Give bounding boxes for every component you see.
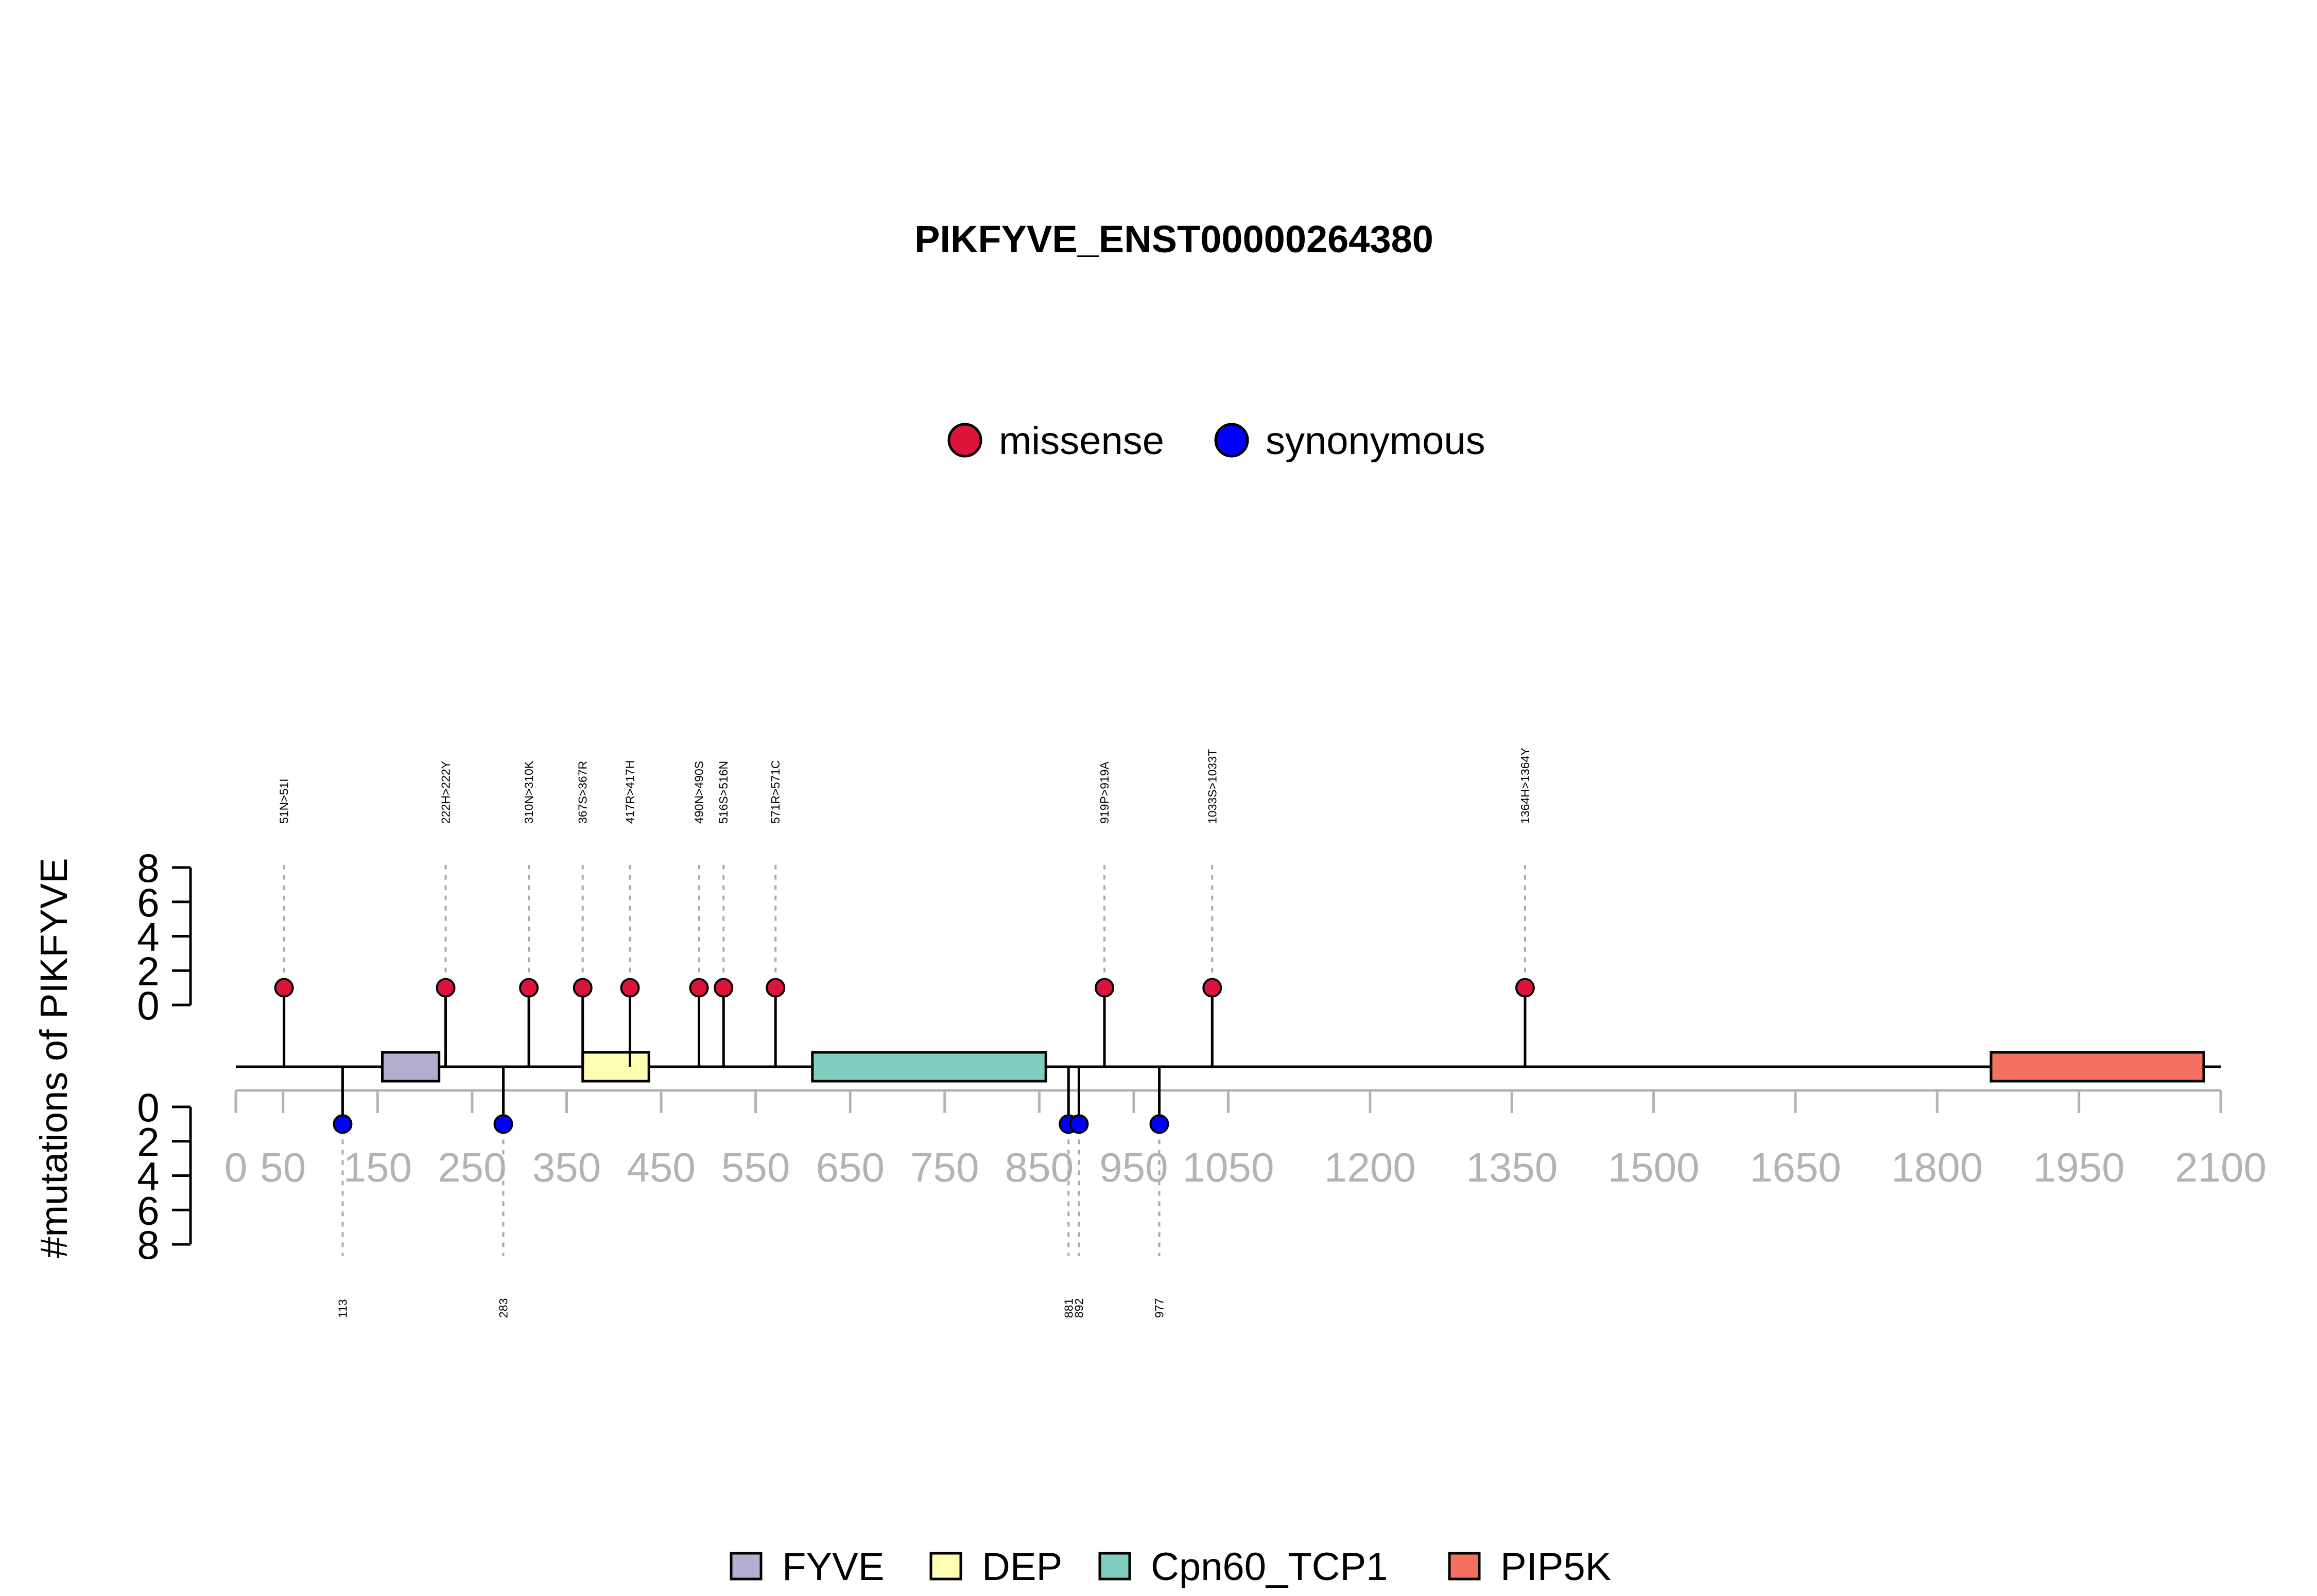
x-tick-label-4: 350 xyxy=(532,1144,601,1190)
missense-516-label: 516S>516N xyxy=(717,761,730,824)
lower-y-tick-label-3: 6 xyxy=(137,1188,159,1233)
missense-1364-label: 1364H>1364Y xyxy=(1518,748,1532,824)
synonymous-113-point xyxy=(333,1114,353,1134)
legend-label-missense: missense xyxy=(999,419,1164,463)
domain-legend-label-cpn60-tcp1: Cpn60_TCP1 xyxy=(1151,1545,1388,1589)
missense-417-point xyxy=(620,978,640,998)
domain-legend: FYVE DEP Cpn60_TCP1 PIP5K xyxy=(730,1545,1611,1589)
missense-919-point xyxy=(1095,978,1115,998)
x-tick-label-5: 450 xyxy=(627,1144,695,1190)
domain-legend-label-dep: DEP xyxy=(982,1545,1062,1589)
x-tick-label-18: 2100 xyxy=(2175,1144,2267,1190)
legend-marker-missense xyxy=(947,423,982,458)
domain-cpn60-tcp1 xyxy=(811,1051,1047,1083)
domain-legend-label-pip5k: PIP5K xyxy=(1500,1545,1611,1589)
synonymous-881-label: 881 xyxy=(1062,1298,1075,1318)
lower-y-tick-label-0: 0 xyxy=(137,1085,159,1130)
upper-y-tick-label-1: 2 xyxy=(137,948,159,994)
synonymous-977-point xyxy=(1149,1114,1169,1134)
mutation-legend: missense synonymous xyxy=(947,419,1485,463)
missense-222-label: 222H>222Y xyxy=(439,761,453,824)
missense-1364-point xyxy=(1515,978,1535,998)
missense-1033-label: 1033S>1033T xyxy=(1205,749,1219,824)
missense-222-point xyxy=(436,978,456,998)
missense-367-point xyxy=(573,978,593,998)
domain-pip5k xyxy=(1990,1051,2205,1083)
x-tick-label-7: 650 xyxy=(816,1144,884,1190)
x-axis: 0 50 150 250 350 450 550 650 750 850 950 1050 1200 13… xyxy=(224,1089,2267,1190)
missense-51-label: 51N>51I xyxy=(278,778,291,824)
domain-legend-label-fyve: FYVE xyxy=(782,1545,885,1589)
missense-490-label: 490N>490S xyxy=(693,761,706,824)
x-tick-label-8: 750 xyxy=(910,1144,979,1190)
missense-919-label: 919P>919A xyxy=(1098,761,1111,824)
missense-310-label: 310N>310K xyxy=(522,760,535,824)
domain-legend-swatch-dep xyxy=(929,1552,962,1581)
x-tick-label-1: 50 xyxy=(260,1144,306,1190)
x-tick-label-12: 1200 xyxy=(1324,1144,1416,1190)
upper-y-tick-label-0: 0 xyxy=(137,983,159,1028)
x-tick-label-6: 550 xyxy=(721,1144,790,1190)
x-tick-label-13: 1350 xyxy=(1466,1144,1558,1190)
missense-mutations: 51N>51I 222H>222Y 310N>310K 367S>367R 417R>4… xyxy=(274,748,1535,1067)
domain-legend-swatch-cpn60-tcp1 xyxy=(1098,1552,1131,1581)
synonymous-892-label: 892 xyxy=(1072,1298,1085,1318)
synonymous-977-label: 977 xyxy=(1152,1298,1166,1318)
missense-51-point xyxy=(274,978,294,998)
x-tick-label-16: 1800 xyxy=(1891,1144,1983,1190)
legend-label-synonymous: synonymous xyxy=(1266,419,1485,463)
domain-fyve xyxy=(381,1051,441,1083)
missense-1033-point xyxy=(1202,978,1222,998)
x-tick-label-15: 1650 xyxy=(1750,1144,1841,1190)
x-tick-label-14: 1500 xyxy=(1608,1144,1700,1190)
x-tick-label-9: 850 xyxy=(1005,1144,1074,1190)
x-tick-label-2: 150 xyxy=(343,1144,412,1190)
domain-dep xyxy=(581,1051,650,1083)
x-tick-label-17: 1950 xyxy=(2033,1144,2125,1190)
chart-title: PIKFYVE_ENST00000264380 xyxy=(914,218,1433,261)
upper-y-tick-label-2: 4 xyxy=(137,914,159,960)
x-tick-label-10: 950 xyxy=(1099,1144,1168,1190)
missense-490-point xyxy=(689,978,709,998)
missense-310-point xyxy=(519,978,539,998)
synonymous-892-point xyxy=(1069,1114,1089,1134)
x-tick-label-3: 250 xyxy=(438,1144,506,1190)
x-tick-label-11: 1050 xyxy=(1183,1144,1274,1190)
lower-y-tick-label-1: 2 xyxy=(137,1119,159,1165)
x-tick-label-0: 0 xyxy=(224,1144,248,1190)
lower-y-tick-label-2: 4 xyxy=(137,1154,159,1199)
synonymous-283-point xyxy=(493,1114,513,1134)
legend-marker-synonymous xyxy=(1214,423,1249,458)
missense-571-label: 571R>571C xyxy=(769,760,782,824)
y-axis-label: #mutations of PIKFYVE xyxy=(32,858,75,1258)
upper-y-tick-label-3: 6 xyxy=(137,880,159,925)
upper-y-tick-label-4: 8 xyxy=(137,845,159,891)
missense-571-point xyxy=(766,978,786,998)
domain-legend-swatch-fyve xyxy=(730,1552,763,1581)
missense-367-label: 367S>367R xyxy=(576,761,590,824)
lower-y-tick-label-4: 8 xyxy=(137,1222,159,1268)
synonymous-283-label: 283 xyxy=(497,1298,510,1318)
missense-417-label: 417R>417H xyxy=(623,760,636,824)
domain-legend-swatch-pip5k xyxy=(1448,1552,1481,1581)
missense-516-point xyxy=(714,978,734,998)
synonymous-113-label: 113 xyxy=(336,1299,349,1318)
protein-domains xyxy=(381,1051,2205,1083)
